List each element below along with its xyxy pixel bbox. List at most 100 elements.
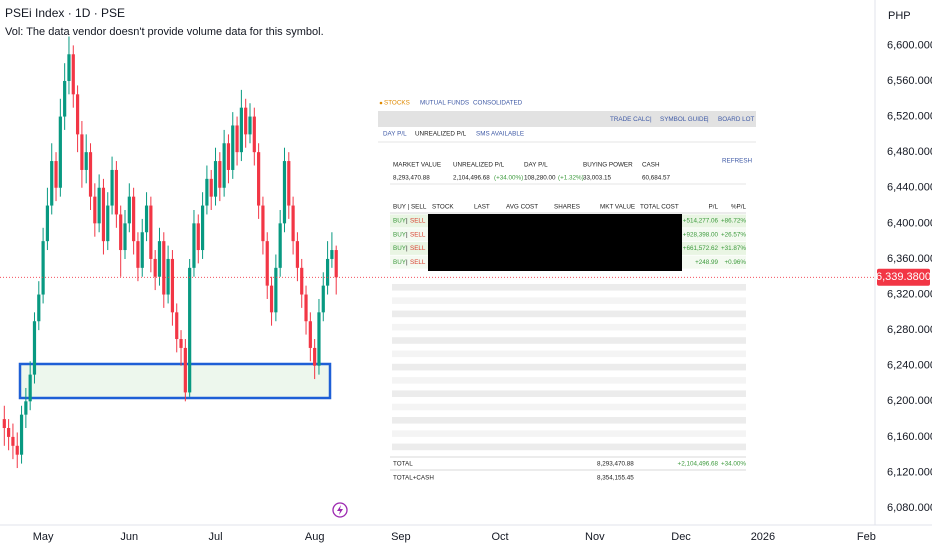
candle-body <box>15 445 19 455</box>
row-pl-pct: +26.57% <box>721 231 746 238</box>
candle-body <box>166 258 170 295</box>
sell-link[interactable]: SELL <box>410 218 426 225</box>
candle-body <box>97 187 101 224</box>
alert-bolt[interactable] <box>337 505 343 515</box>
candle-body <box>287 161 291 206</box>
candle-body <box>295 241 300 268</box>
candle-body <box>205 178 209 206</box>
table-header: LAST <box>474 204 490 211</box>
candle-body <box>317 312 321 366</box>
buy-link[interactable]: BUY <box>393 231 407 238</box>
alert-icon[interactable] <box>332 502 348 518</box>
x-tick-label: 2026 <box>751 531 775 543</box>
candle-body <box>136 241 140 268</box>
y-tick-label: 6,200.0000 <box>887 395 932 407</box>
empty-rows <box>392 284 746 451</box>
candle-body <box>170 258 175 313</box>
last-price-label: 6,339.3800 <box>876 271 931 283</box>
candle-body <box>63 80 67 117</box>
candle-body <box>257 152 261 206</box>
candle-body <box>2 419 6 429</box>
empty-row <box>392 337 746 344</box>
candle-body <box>248 116 252 135</box>
x-tick-label: Dec <box>671 531 691 543</box>
candle-body <box>162 241 166 295</box>
x-tick-label: Nov <box>585 531 605 543</box>
row-pl-pct: +0.96% <box>724 259 746 266</box>
refresh-link[interactable]: REFRESH <box>722 158 753 165</box>
sell-link[interactable]: SELL <box>410 245 426 252</box>
link[interactable]: TRADE CALC <box>610 116 650 123</box>
sell-link[interactable]: SELL <box>410 231 426 238</box>
total-value: 8,293,470.88 <box>597 461 634 468</box>
subtab[interactable]: SMS AVAILABLE <box>476 131 524 138</box>
x-tick-label: Feb <box>857 531 876 543</box>
y-tick-label: 6,480.0000 <box>887 146 932 158</box>
candle-body <box>50 161 54 206</box>
table-header: MKT VALUE <box>600 204 635 211</box>
candle-body <box>222 143 226 188</box>
x-tick-label: Sep <box>391 531 411 543</box>
subtab[interactable]: DAY P/L <box>383 131 407 138</box>
subtab-active[interactable]: UNREALIZED P/L <box>415 131 467 138</box>
empty-row <box>392 323 746 331</box>
summary-value: 33,003.15 <box>583 175 612 182</box>
empty-row <box>392 430 746 437</box>
empty-row <box>392 390 746 397</box>
candle-body <box>84 152 88 170</box>
candle-body <box>101 187 106 242</box>
sell-link[interactable]: SELL <box>410 259 426 266</box>
buy-link[interactable]: BUY <box>393 245 407 252</box>
link[interactable]: BOARD LOT <box>718 116 755 123</box>
candle-body <box>321 285 325 313</box>
candle-body <box>58 116 62 188</box>
candle-body <box>252 116 256 153</box>
x-tick-label: Jun <box>120 531 138 543</box>
x-tick-label: May <box>33 531 54 543</box>
action-sep: | <box>406 259 408 266</box>
candle-body <box>80 134 84 170</box>
symbol-title: PSEi Index · 1D · PSE <box>5 6 125 20</box>
candle-body <box>231 125 235 170</box>
table-header: AVG COST <box>506 204 538 211</box>
y-tick-label: 6,400.0000 <box>887 217 932 229</box>
alert-circle[interactable] <box>332 502 348 518</box>
row-pl: +514,277.06 <box>683 218 719 225</box>
action-sep: | <box>406 218 408 225</box>
candle-body <box>192 223 196 268</box>
candle-body <box>213 161 218 197</box>
action-sep: | <box>406 245 408 252</box>
candle-body <box>67 54 71 81</box>
table-header: TOTAL COST <box>640 204 679 211</box>
link[interactable]: SYMBOL GUIDE <box>660 116 708 123</box>
buy-link[interactable]: BUY <box>393 218 407 225</box>
candle-body <box>119 214 123 251</box>
summary-value: 2,104,496.68 <box>453 175 490 182</box>
candle-body <box>235 125 239 153</box>
redaction-box <box>428 214 682 271</box>
summary-value: 108,280.00 <box>524 175 556 182</box>
empty-row <box>392 297 746 304</box>
empty-row <box>392 443 746 451</box>
tab[interactable]: MUTUAL FUNDS <box>420 100 469 107</box>
currency[interactable]: PHP <box>888 10 911 22</box>
row-pl: +928,398.00 <box>683 231 719 238</box>
y-tick-label: 6,280.0000 <box>887 324 932 336</box>
total-pl-pct: +34.00% <box>721 461 746 468</box>
candle-body <box>123 223 127 251</box>
link-sep: | <box>707 116 709 123</box>
link-sep: | <box>650 116 652 123</box>
summary-value: 60,684.57 <box>642 175 671 182</box>
buy-link[interactable]: BUY <box>393 259 407 266</box>
candle-body <box>110 169 114 206</box>
y-tick-label: 6,080.0000 <box>887 502 932 514</box>
candle-body <box>183 347 187 393</box>
candle-body <box>149 205 153 259</box>
summary-pct: (+1.32%) <box>558 175 584 182</box>
candle-body <box>140 232 144 268</box>
tab[interactable]: STOCKS <box>384 100 410 107</box>
volume-note: Vol: The data vendor doesn't provide vol… <box>5 26 324 38</box>
tab[interactable]: CONSOLIDATED <box>473 100 523 107</box>
candle-body <box>334 250 338 278</box>
